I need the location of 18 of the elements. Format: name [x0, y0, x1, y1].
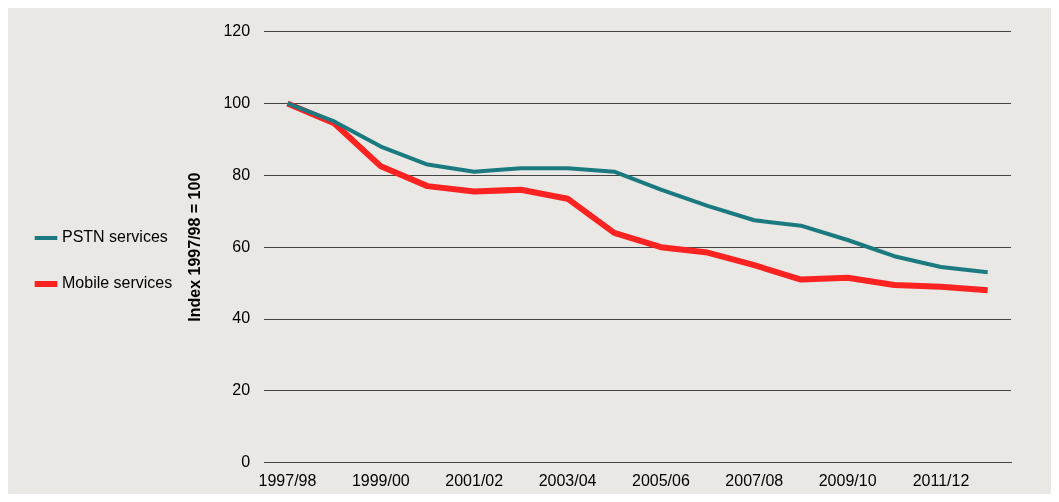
x-tick-label: 2007/08 [725, 471, 784, 489]
legend-label: Mobile services [62, 274, 173, 292]
y-axis-title: Index 1997/98 = 100 [186, 172, 204, 322]
legend-label: PSTN services [62, 228, 168, 246]
y-tick-label: 100 [223, 93, 251, 111]
x-tick-label: 2009/10 [818, 471, 877, 489]
y-tick-label: 0 [241, 453, 251, 471]
x-tick-label: 2003/04 [538, 471, 597, 489]
y-tick-label: 20 [232, 381, 251, 399]
y-tick-label: 40 [232, 309, 251, 327]
y-tick-label: 120 [223, 22, 251, 40]
x-tick-label: 2005/06 [631, 471, 690, 489]
x-tick-label: 1997/98 [258, 471, 317, 489]
x-tick-label: 1999/00 [351, 471, 410, 489]
y-tick-label: 80 [232, 165, 251, 183]
y-tick-label: 60 [232, 237, 251, 255]
x-tick-label: 2011/12 [912, 471, 970, 489]
x-tick-label: 2001/02 [445, 471, 504, 489]
